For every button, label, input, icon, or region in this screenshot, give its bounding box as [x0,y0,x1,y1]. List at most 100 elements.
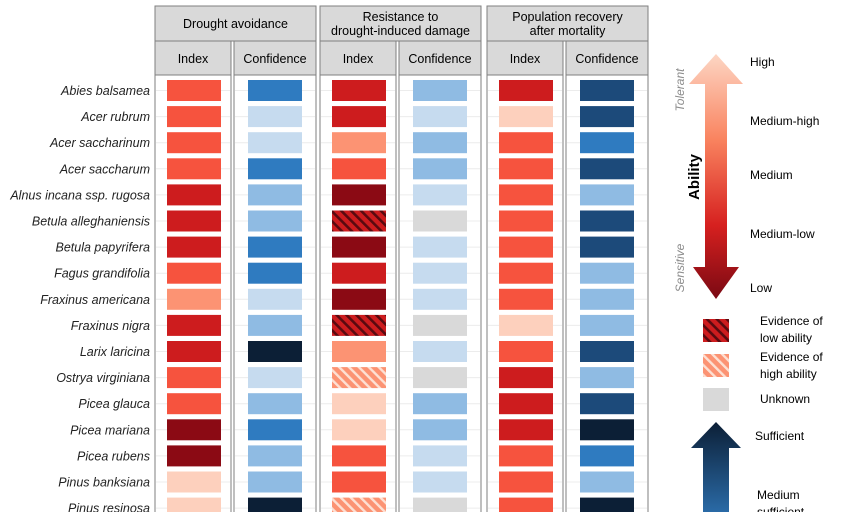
species-label: Picea glauca [78,397,150,411]
tolerant-label: Tolerant [673,68,687,112]
confidence-cell [580,210,634,232]
species-label: Picea mariana [70,423,150,437]
confidence-cell [248,132,302,154]
index-cell [332,419,386,441]
conf-level-medium: Medium [757,488,800,502]
subheader-label-0-0: Index [178,52,209,66]
confidence-cell [413,236,467,258]
confidence-cell [580,419,634,441]
group-header-2 [486,5,649,42]
confidence-cell [413,445,467,467]
confidence-cell [580,80,634,101]
confidence-cell [413,419,467,441]
index-cell [167,419,221,441]
index-cell [167,288,221,310]
species-label: Acer rubrum [80,110,150,124]
legend-evidence-low-line1: Evidence of [760,314,823,328]
group-title-1-line-1: drought-induced damage [331,24,470,38]
species-labels: Abies balsamea Acer rubrum Acer saccharinu… [9,84,150,512]
species-label: Alnus incana ssp. rugosa [9,188,150,202]
level-medium-low: Medium-low [750,227,815,241]
confidence-cell [248,210,302,232]
confidence-cell [580,158,634,180]
index-cell [332,80,386,101]
index-cell [332,132,386,154]
confidence-cell [413,497,467,512]
index-cell [499,106,553,128]
index-cell [167,184,221,206]
confidence-cell [248,106,302,128]
confidence-cell [248,419,302,441]
index-cell [167,341,221,362]
species-label: Picea rubens [77,449,150,463]
subheader-label-1-1: Confidence [408,52,471,66]
confidence-cell [248,471,302,493]
index-cell [332,288,386,310]
species-label: Pinus banksiana [58,476,150,490]
index-cell [332,106,386,128]
species-label: Fagus grandifolia [54,267,150,281]
confidence-cell [248,497,302,512]
index-cell [167,158,221,180]
species-label: Betula alleghaniensis [32,215,150,229]
confidence-cell [580,341,634,362]
species-label: Pinus resinosa [68,502,150,512]
legend-unknown-swatch [703,388,729,411]
confidence-cell [413,341,467,362]
group-title-2-line-0: Population recovery [512,10,623,24]
index-cell [499,367,553,389]
confidence-cell [248,288,302,310]
index-cell [499,419,553,441]
index-cell [332,262,386,284]
level-high: High [750,55,775,69]
confidence-cell [580,132,634,154]
legend-evidence-high-swatch [703,354,729,377]
confidence-cell [580,445,634,467]
subheader-0-0 [154,40,232,76]
confidence-cell [413,106,467,128]
level-low: Low [750,281,772,295]
legend-evidence-low-line2: low ability [760,331,812,345]
index-cell [332,184,386,206]
index-cell [332,314,386,336]
index-cell [499,471,553,493]
confidence-cell [248,393,302,415]
index-cell [167,236,221,258]
group-header-0 [154,5,317,42]
index-cell [167,471,221,493]
index-cell [167,210,221,232]
confidence-cell [580,367,634,389]
level-medium-high: Medium-high [750,114,819,128]
level-medium: Medium [750,168,793,182]
index-cell [167,314,221,336]
confidence-cell [248,314,302,336]
confidence-cell [413,132,467,154]
panels: Drought avoidance Index Confidence Resistan… [154,5,649,512]
index-cell [332,210,386,232]
species-label: Larix laricina [80,345,150,359]
index-cell [332,367,386,389]
confidence-cell [580,236,634,258]
legend: Ability Tolerant Sensitive High Medium-h… [673,54,823,512]
index-cell [499,497,553,512]
species-label: Abies balsamea [60,84,150,98]
index-cell [332,471,386,493]
index-cell [167,262,221,284]
conf-level-medium-sufficient: sufficient [757,505,805,512]
legend-evidence-low-swatch [703,319,729,342]
confidence-cell [413,80,467,101]
confidence-cell [413,288,467,310]
index-cell [499,80,553,101]
species-label: Betula papyrifera [55,241,150,255]
group-title-2-line-1: after mortality [530,24,606,38]
subheader-1-0 [319,40,397,76]
subheader-0-1 [233,40,317,76]
confidence-cell [413,367,467,389]
species-label: Acer saccharum [59,162,150,176]
index-cell [332,497,386,512]
confidence-cell [580,106,634,128]
conf-level-sufficient: Sufficient [755,429,805,443]
index-cell [499,393,553,415]
confidence-arrow [691,422,741,512]
